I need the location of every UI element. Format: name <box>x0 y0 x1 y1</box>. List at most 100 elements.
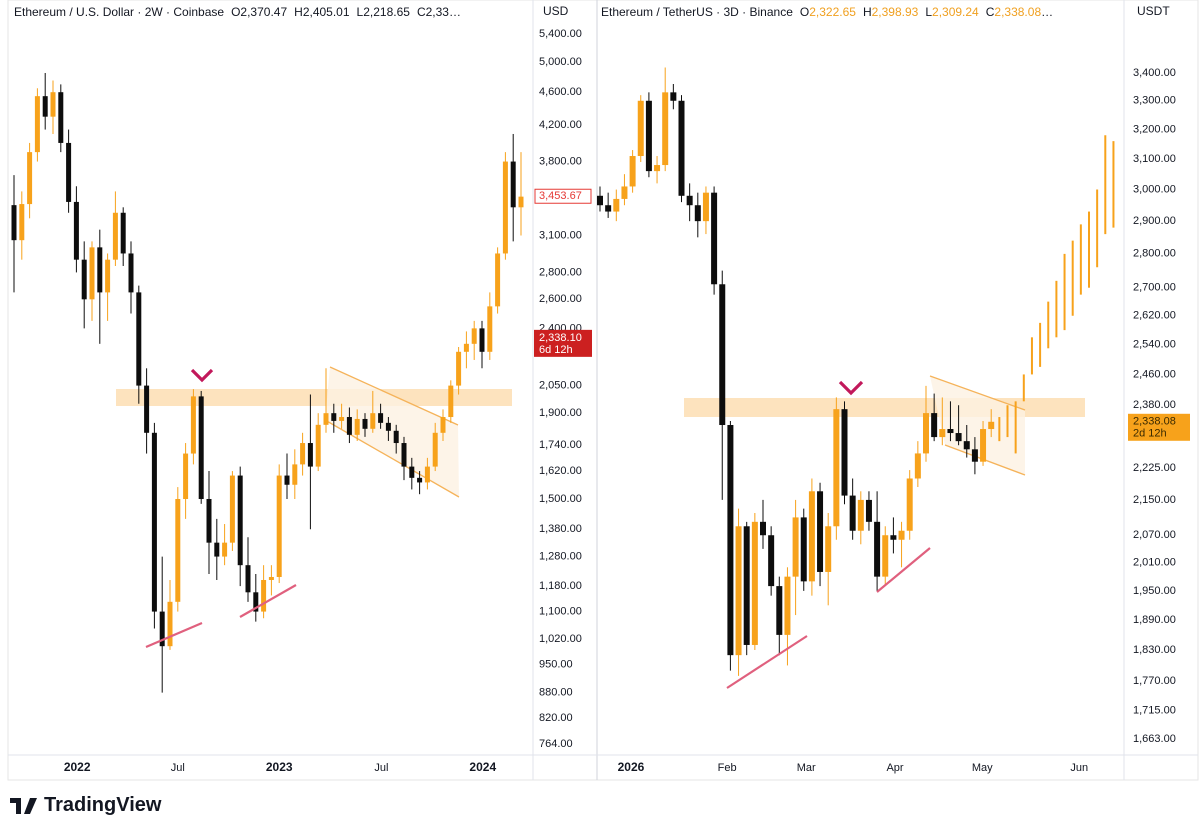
y-tick-label: 2,460.00 <box>1133 368 1176 380</box>
check-mark <box>190 368 214 383</box>
y-tick-label: 2,800.00 <box>539 266 582 278</box>
check-mark <box>838 380 864 396</box>
candle-body <box>339 417 345 421</box>
candle-body <box>97 247 103 293</box>
y-tick-label: 2,700.00 <box>1133 282 1176 294</box>
candle-body <box>487 306 493 352</box>
candle-body <box>198 396 204 499</box>
y-tick-label: 2,380.00 <box>1133 399 1176 411</box>
candle-body <box>237 475 243 566</box>
last-price-label: 2,338.08 <box>1133 416 1176 428</box>
candle-body <box>206 498 212 543</box>
candle-body <box>751 521 758 645</box>
y-tick-label: 4,200.00 <box>539 119 582 131</box>
candle-body <box>939 429 946 438</box>
y-tick-label: 1,380.00 <box>539 523 582 535</box>
channel-fill <box>325 367 459 497</box>
channel-line <box>929 375 1026 411</box>
countdown: 2d 12h <box>1133 428 1167 440</box>
candle-body <box>495 253 501 307</box>
candle-body <box>268 576 274 580</box>
x-tick-label: Feb <box>718 762 737 774</box>
legend-value: 2,338.10 <box>425 5 467 19</box>
legend-value: 2,218.65 <box>363 5 410 19</box>
price-marker-label: 3,453.67 <box>539 190 582 202</box>
brand-name: TradingView <box>44 794 162 816</box>
y-tick-label: 1,663.00 <box>1133 733 1176 745</box>
y-tick-label: 1,020.00 <box>539 633 582 645</box>
candle-body <box>923 413 929 454</box>
candle-body <box>136 292 142 386</box>
y-tick-label: 5,400.00 <box>539 28 582 40</box>
candle-body <box>50 92 56 117</box>
y-tick-label: 764.00 <box>539 738 573 750</box>
candle-body <box>947 429 954 434</box>
y-tick-label: 2,600.00 <box>539 293 582 305</box>
candle-body <box>440 417 446 433</box>
y-tick-label: 1,715.00 <box>1133 704 1176 716</box>
candle-body <box>471 328 477 344</box>
channel-fill <box>930 376 1025 475</box>
candle-body <box>346 417 352 435</box>
candle-body <box>401 443 407 467</box>
legend-key: H <box>862 5 872 19</box>
x-tick-label: Jul <box>171 762 185 774</box>
candle-body <box>808 491 815 582</box>
candle-body <box>11 205 17 241</box>
legend-value: 2,398.93 <box>871 5 919 19</box>
candle-body <box>825 526 832 572</box>
candle-body <box>479 328 485 352</box>
y-tick-label: 1,280.00 <box>539 550 582 562</box>
candle-body <box>73 201 79 260</box>
candle-body <box>792 517 799 577</box>
candle-body <box>128 253 134 293</box>
candle-body <box>307 443 313 467</box>
candle-body <box>980 429 987 462</box>
candle-body <box>229 475 235 543</box>
legend: Ethereum / TetherUS · 3D · Binance O2,322… <box>601 4 1058 20</box>
y-tick-label: 1,740.00 <box>539 439 582 451</box>
x-tick-label: 2026 <box>618 760 645 774</box>
candle-body <box>768 535 775 587</box>
candle-body <box>914 453 921 479</box>
y-tick-label: 880.00 <box>539 686 573 698</box>
candle-body <box>409 466 415 478</box>
y-tick-label: 3,400.00 <box>1133 67 1176 79</box>
x-tick-label: Jul <box>374 762 388 774</box>
y-tick-label: 820.00 <box>539 712 573 724</box>
y-tick-label: 2,050.00 <box>539 379 582 391</box>
candle-body <box>175 498 181 602</box>
candle-body <box>702 192 709 222</box>
y-tick-label: 3,800.00 <box>539 155 582 167</box>
candle-body <box>645 100 652 172</box>
countdown: 6d 12h <box>539 344 573 356</box>
candle-body <box>253 592 259 612</box>
candle-body <box>882 535 889 577</box>
legend-key: C <box>416 5 426 19</box>
candle-body <box>456 351 462 386</box>
legend-value: 2,405.01 <box>302 5 350 19</box>
y-tick-label: 1,770.00 <box>1133 675 1176 687</box>
y-tick-label: 1,100.00 <box>539 605 582 617</box>
candle-body <box>670 92 677 101</box>
y-tick-label: 3,300.00 <box>1133 95 1176 107</box>
x-tick-label: May <box>972 762 993 774</box>
candle-body <box>448 385 454 418</box>
candle-body <box>621 186 628 199</box>
candle-body <box>841 409 848 496</box>
candle-body <box>89 247 95 300</box>
candle-body <box>955 433 962 442</box>
y-tick-label: 3,100.00 <box>539 229 582 241</box>
brand: TradingView <box>10 794 161 817</box>
y-tick-label: 5,000.00 <box>539 56 582 68</box>
currency: USD <box>543 4 569 18</box>
candle-body <box>370 413 376 429</box>
candle-body <box>637 100 644 157</box>
candle-body <box>362 418 368 429</box>
candle-body <box>865 499 872 522</box>
candle-body <box>743 526 750 645</box>
candle-body <box>34 96 40 153</box>
x-tick-label: Jun <box>1070 762 1088 774</box>
candle-body <box>284 475 290 485</box>
candle-body <box>276 475 282 577</box>
